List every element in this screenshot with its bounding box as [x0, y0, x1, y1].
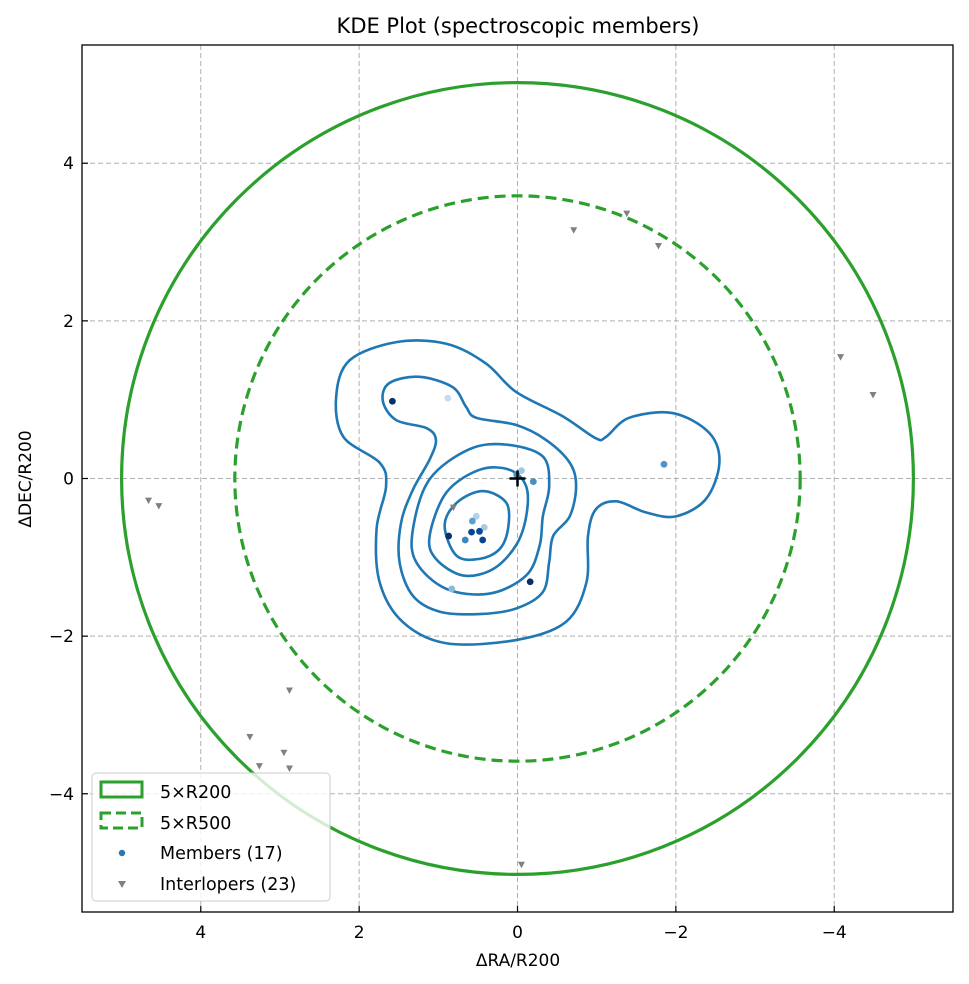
x-tick-label: −2 — [663, 923, 688, 943]
legend: 5×R200 5×R500 Members (17) Interlopers (… — [91, 772, 331, 902]
member-point — [468, 528, 475, 536]
legend-box — [91, 772, 331, 902]
interloper-point — [623, 210, 631, 218]
r500-circle — [233, 194, 802, 763]
plot-area — [119, 80, 916, 877]
interloper-point — [449, 504, 457, 512]
legend-r200-swatch — [99, 780, 144, 799]
ticks: 4 2 0 −2 −4 4 2 0 −2 −4 — [49, 154, 847, 943]
interloper-point — [837, 354, 845, 361]
legend-members-marker — [118, 849, 126, 857]
member-point — [526, 578, 534, 586]
member-point — [444, 394, 452, 402]
member-point — [660, 460, 668, 468]
interloper-point — [155, 503, 163, 510]
member-point — [448, 585, 456, 593]
member-point — [476, 527, 483, 535]
member-point — [468, 517, 476, 525]
interloper-point — [255, 763, 263, 770]
kde-contour — [443, 489, 511, 562]
y-tick-label: −2 — [49, 627, 74, 647]
interloper-point — [285, 687, 293, 695]
kde-contour — [427, 466, 530, 578]
legend-r200-label: 5×R200 — [160, 783, 231, 803]
interloper-point — [570, 227, 578, 234]
interloper-point — [869, 391, 877, 399]
member-point — [472, 512, 480, 520]
y-tick-label: −4 — [49, 785, 74, 805]
interloper-point — [654, 242, 662, 250]
y-axis-label: ΔDEC/R200 — [16, 430, 36, 527]
x-axis-label: ΔRA/R200 — [476, 951, 560, 971]
member-point — [388, 397, 396, 405]
interloper-point — [145, 497, 153, 505]
grid — [82, 45, 953, 912]
r200-circle — [119, 80, 916, 877]
legend-r500-swatch — [99, 811, 144, 830]
kde-contour — [334, 339, 721, 646]
member-point — [518, 467, 525, 475]
member-point — [529, 478, 537, 486]
legend-interlopers-marker — [118, 881, 126, 888]
interloper-point — [246, 734, 254, 741]
center-plus-marker — [509, 470, 526, 487]
x-tick-label: 2 — [354, 923, 365, 943]
y-tick-label: 4 — [63, 154, 74, 174]
member-point — [461, 536, 469, 544]
member-point — [479, 536, 487, 544]
interloper-point — [285, 765, 293, 773]
kde-contour — [410, 442, 551, 596]
legend-r500-label: 5×R500 — [160, 814, 231, 834]
interloper-point — [517, 861, 525, 869]
member-point — [480, 523, 488, 531]
y-tick-label: 0 — [63, 470, 74, 490]
legend-interlopers-label: Interlopers (23) — [160, 875, 296, 895]
y-tick-label: 2 — [63, 312, 74, 332]
x-tick-label: 4 — [195, 923, 206, 943]
legend-members-label: Members (17) — [160, 844, 283, 864]
interloper-point — [280, 749, 288, 757]
x-tick-label: 0 — [512, 923, 523, 943]
kde-contour — [381, 375, 578, 616]
chart-title: KDE Plot (spectroscopic members) — [337, 14, 700, 38]
x-tick-label: −4 — [822, 923, 847, 943]
member-point — [445, 532, 453, 540]
